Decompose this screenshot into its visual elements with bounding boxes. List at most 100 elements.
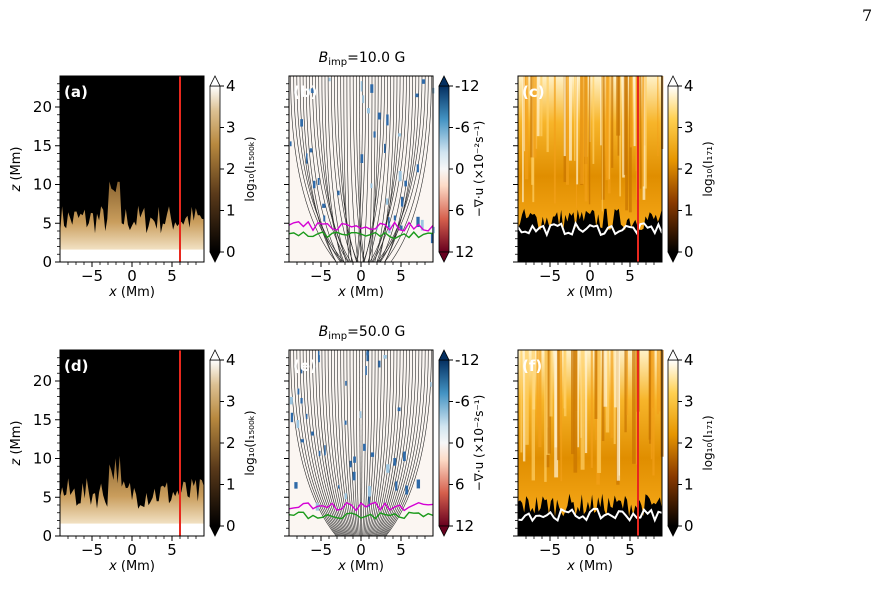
field-line bbox=[302, 349, 341, 537]
colorbar-extend-bottom bbox=[438, 525, 450, 537]
row2-field-subscript: imp bbox=[328, 331, 347, 342]
field-line bbox=[293, 349, 338, 537]
photosphere-band bbox=[60, 249, 204, 262]
corona-streak bbox=[624, 350, 627, 433]
x-axis-label: x (Mm) bbox=[337, 559, 384, 574]
field-line bbox=[346, 349, 357, 537]
divergence-speck bbox=[367, 486, 372, 497]
divergence-speck bbox=[370, 84, 374, 93]
divergence-speck bbox=[353, 456, 356, 463]
x-tick-label: 0 bbox=[585, 267, 595, 285]
x-tick-label: 0 bbox=[356, 267, 366, 285]
field-line bbox=[363, 75, 385, 263]
divergence-speck bbox=[383, 354, 387, 359]
z-tick-label: 20 bbox=[33, 372, 52, 390]
corona-streak bbox=[657, 76, 659, 157]
divergence-speck bbox=[309, 148, 313, 153]
field-line bbox=[368, 75, 379, 263]
corona-streak bbox=[594, 350, 598, 419]
colorbar-divergence: 12 6 0 -6 -12 −∇·u (×10⁻²s⁻¹) bbox=[438, 75, 486, 263]
field-line bbox=[370, 349, 388, 537]
colorbar-label: log₁₀(I₁₅₀₀ₖ) bbox=[243, 136, 257, 201]
field-line bbox=[383, 349, 426, 537]
corona-streak bbox=[603, 350, 608, 407]
x-tick-label: 0 bbox=[585, 541, 595, 559]
colorbar-tick-label: -12 bbox=[455, 351, 480, 369]
field-line bbox=[367, 349, 382, 537]
corona-streak bbox=[611, 76, 614, 168]
panel-label: (f) bbox=[522, 357, 542, 375]
field-line bbox=[315, 75, 352, 263]
corona-streak bbox=[597, 350, 602, 473]
field-line bbox=[390, 75, 432, 263]
corona-streak bbox=[632, 350, 636, 464]
divergence-speck bbox=[297, 388, 300, 395]
field-line bbox=[331, 349, 351, 537]
colorbar-body bbox=[438, 359, 450, 527]
divergence-speck bbox=[402, 451, 406, 462]
divergence-speck bbox=[421, 79, 426, 84]
colorbar-extend-bottom bbox=[438, 251, 450, 263]
corona-streak bbox=[648, 350, 652, 444]
colorbar-tick-label: -6 bbox=[455, 393, 470, 411]
field-line bbox=[302, 75, 337, 263]
field-line bbox=[369, 75, 373, 263]
divergence-speck bbox=[378, 360, 381, 368]
corona-streak bbox=[522, 76, 524, 203]
field-line bbox=[290, 75, 337, 263]
field-line bbox=[374, 349, 401, 537]
corona-streak bbox=[601, 76, 605, 200]
field-line bbox=[327, 75, 347, 263]
colorbar-body bbox=[209, 359, 221, 527]
corona-streak bbox=[576, 76, 579, 185]
field-line bbox=[324, 75, 343, 263]
z-tick-label: 5 bbox=[42, 488, 52, 506]
corona-streak bbox=[584, 76, 588, 202]
corona-streak bbox=[524, 350, 529, 445]
field-line bbox=[318, 349, 347, 537]
corona-streak bbox=[608, 76, 610, 180]
divergence-speck bbox=[416, 479, 421, 489]
corona-streak bbox=[560, 350, 563, 482]
corona-streak bbox=[524, 76, 529, 180]
x-axis-label: x (Mm) bbox=[108, 285, 155, 300]
field-line bbox=[379, 75, 410, 263]
magenta-contour bbox=[288, 501, 434, 512]
corona-streak bbox=[532, 76, 537, 158]
corona-streak bbox=[554, 350, 558, 448]
field-line bbox=[349, 75, 359, 263]
divergence-speck bbox=[296, 420, 300, 429]
field-line bbox=[379, 349, 417, 537]
corona-streak bbox=[616, 350, 621, 481]
colorbar-tick-label: 2 bbox=[226, 160, 236, 178]
colorbar-tick-label: 6 bbox=[455, 476, 465, 494]
corona-streak bbox=[622, 76, 625, 178]
x-tick-label: −5 bbox=[310, 267, 332, 285]
row2-field-symbol: B bbox=[319, 324, 329, 340]
corona-streak bbox=[540, 76, 543, 137]
divergence-speck bbox=[311, 431, 314, 436]
field-line bbox=[376, 349, 407, 537]
z-tick-label: 15 bbox=[33, 411, 52, 429]
corona-streak bbox=[556, 350, 560, 461]
field-line bbox=[378, 75, 426, 263]
divergence-speck bbox=[420, 219, 424, 231]
colorbar-tick-label: 0 bbox=[455, 160, 465, 178]
field-line bbox=[376, 75, 423, 263]
colorbar-tick-label: 0 bbox=[684, 517, 694, 535]
colorbar-tick-label: 3 bbox=[226, 119, 236, 137]
divergence-speck bbox=[393, 458, 397, 466]
field-line bbox=[356, 349, 360, 537]
corona-streak bbox=[616, 76, 621, 136]
divergence-speck bbox=[337, 485, 340, 489]
x-tick-label: 5 bbox=[167, 541, 177, 559]
photosphere-band bbox=[60, 523, 204, 536]
field-line bbox=[299, 75, 341, 263]
colorbar-tick-label: 1 bbox=[684, 202, 694, 220]
divergence-speck bbox=[377, 112, 381, 120]
colorbar-tick-label: 3 bbox=[684, 119, 694, 137]
field-line bbox=[346, 75, 352, 263]
z-tick-label: 10 bbox=[33, 176, 52, 194]
